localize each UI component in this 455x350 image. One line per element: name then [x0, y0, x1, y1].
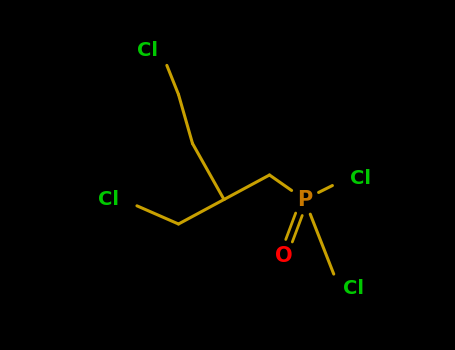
Text: Cl: Cl: [350, 169, 371, 188]
Text: Cl: Cl: [343, 279, 364, 298]
Text: O: O: [275, 245, 292, 266]
Text: P: P: [297, 189, 312, 210]
Text: Cl: Cl: [98, 190, 119, 209]
Text: Cl: Cl: [136, 41, 157, 60]
